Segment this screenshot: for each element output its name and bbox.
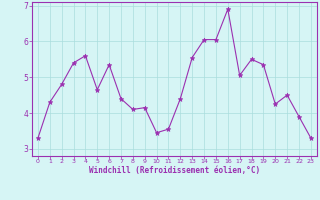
X-axis label: Windchill (Refroidissement éolien,°C): Windchill (Refroidissement éolien,°C) xyxy=(89,166,260,175)
